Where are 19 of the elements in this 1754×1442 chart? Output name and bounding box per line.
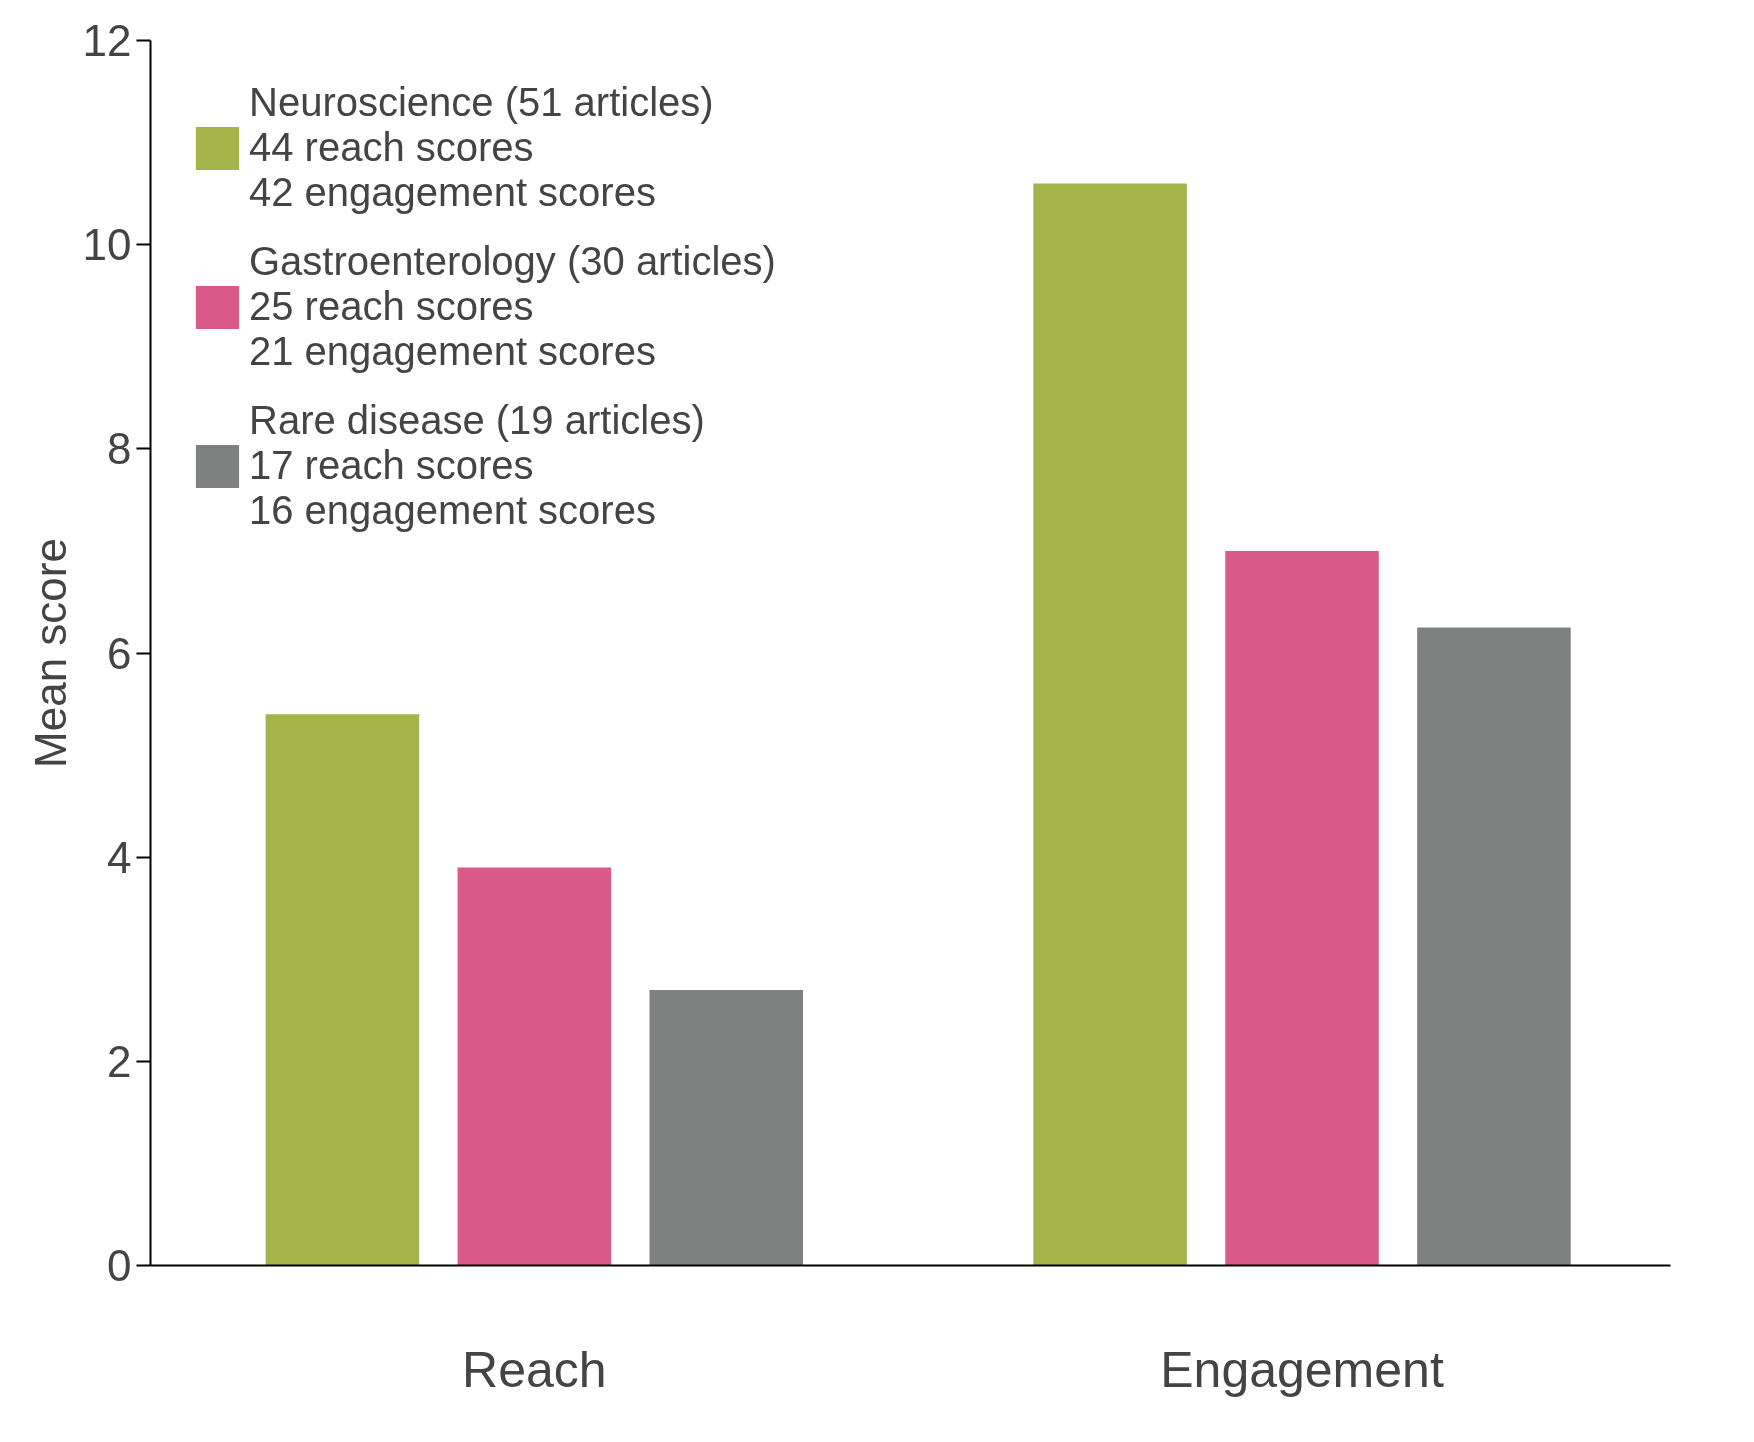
y-tick-label: 12: [82, 16, 132, 65]
y-tick-label: 6: [107, 628, 132, 678]
y-tick-label: 0: [107, 1241, 132, 1290]
bar: [457, 867, 612, 1266]
x-tick-label: Engagement: [1160, 1341, 1444, 1398]
x-tick-label: Reach: [462, 1341, 607, 1398]
legend-label: Rare disease (19 articles) 17 reach scores 16 engagement scores: [249, 398, 705, 533]
legend-label: Gastroenterology (30 articles) 25 reach scores 21 engagement scores: [249, 239, 776, 374]
bar: [1225, 550, 1379, 1266]
bar: [265, 714, 420, 1266]
bar: [1033, 183, 1187, 1266]
y-axis-title: Mean score: [25, 538, 75, 768]
legend-label: Neuroscience (51 articles) 44 reach scores 42 engagement scores: [249, 80, 714, 215]
y-tick-label: 10: [82, 220, 132, 270]
y-tick-label: 2: [107, 1036, 132, 1086]
bar: [649, 989, 804, 1266]
y-tick-label: 4: [107, 832, 132, 882]
y-tick-label: 8: [107, 424, 132, 474]
bar: [1417, 627, 1571, 1266]
